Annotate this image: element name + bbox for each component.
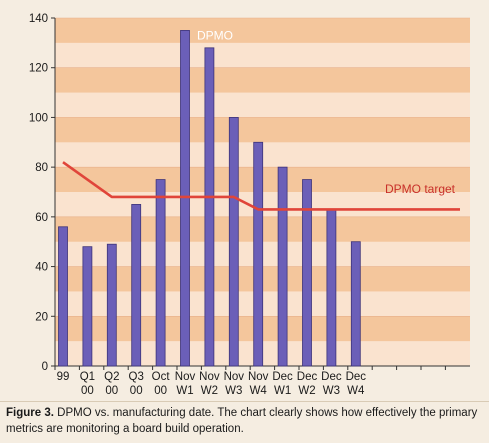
bar-dpmo [326, 208, 337, 367]
x-tick-label: Nov [248, 371, 269, 383]
x-tick-label: W1 [176, 385, 193, 397]
x-tick-label: Nov [224, 371, 245, 383]
grid-band [55, 18, 470, 43]
bar-dpmo [277, 166, 288, 367]
x-tick-label: Dec [297, 371, 318, 383]
x-tick-label: W4 [347, 385, 365, 397]
y-tick-label: 0 [42, 361, 48, 373]
bar-dpmo [58, 226, 68, 367]
x-tick-label: Q3 [129, 371, 144, 383]
grid-band [55, 117, 470, 143]
bar-dpmo [131, 204, 142, 367]
figure-caption-text: DPMO vs. manufacturing date. The chart c… [6, 407, 478, 435]
x-tick-label: 00 [130, 385, 143, 397]
y-tick-label: 120 [29, 63, 48, 75]
bar-dpmo [302, 179, 312, 367]
x-tick-label: W1 [274, 385, 291, 397]
dpmo-target-label: DPMO target [385, 182, 456, 196]
caption-divider [0, 401, 489, 402]
dpmo-chart: 0 20 40 60 80 100 120 140 99 Q1 00 Q2 00 Q3 00 Oct 00 Nov… [29, 13, 470, 397]
x-tick-label: Dec [321, 371, 342, 383]
bar-dpmo [228, 117, 239, 367]
y-tick-label: 100 [29, 112, 48, 124]
bar-dpmo [253, 141, 264, 367]
y-tick-label: 40 [35, 262, 48, 274]
figure-label: Figure 3. [6, 407, 54, 419]
x-tick-label: 00 [154, 385, 167, 397]
bar-dpmo [350, 241, 361, 367]
y-tick-label: 140 [29, 13, 48, 25]
x-tick-label: Nov [175, 371, 196, 383]
bar-dpmo [155, 179, 166, 367]
x-tick-label: Dec [346, 371, 367, 383]
x-tick-label: W2 [201, 385, 218, 397]
x-tick-label: Oct [152, 371, 171, 383]
bar-dpmo [204, 47, 215, 367]
y-tick-label: 20 [35, 311, 48, 323]
y-tick-label: 80 [35, 162, 48, 174]
bar-dpmo [106, 243, 117, 367]
figure-caption: Figure 3. DPMO vs. manufacturing date. T… [6, 405, 484, 437]
x-tick-label: W3 [323, 385, 340, 397]
x-tick-label: W3 [225, 385, 242, 397]
x-tick-label: 99 [57, 371, 70, 383]
grid-band [55, 67, 470, 93]
x-tick-label: W4 [250, 385, 268, 397]
x-tick-label: 00 [105, 385, 118, 397]
dpmo-target-line [62, 161, 460, 211]
y-tick-label: 60 [35, 212, 48, 224]
x-tick-label: Dec [272, 371, 293, 383]
x-tick-label: Q2 [104, 371, 119, 383]
x-tick-label: 00 [81, 385, 94, 397]
dpmo-series-label: DPMO [197, 28, 233, 42]
x-tick-label: W2 [298, 385, 315, 397]
x-tick-label: Nov [199, 371, 220, 383]
x-tick-label: Q1 [80, 371, 95, 383]
bar-dpmo [82, 246, 93, 367]
